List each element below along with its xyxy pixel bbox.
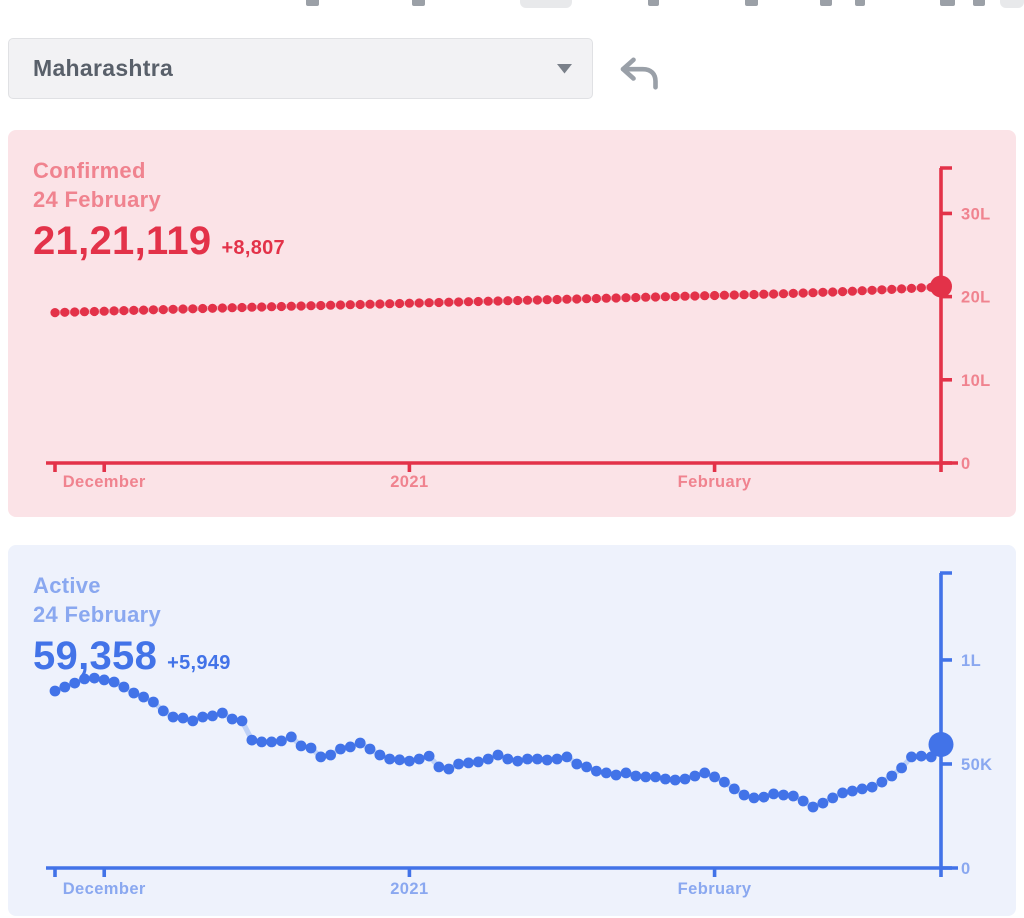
svg-text:20L: 20L	[961, 289, 991, 307]
undo-button[interactable]	[614, 48, 664, 98]
cropped-toolbar-fragment	[648, 0, 659, 6]
cropped-toolbar-fragment	[412, 0, 425, 6]
active-chart-plot[interactable]: December 2021 February 0 50K 1L	[8, 545, 1016, 916]
chevron-down-icon	[557, 63, 572, 74]
svg-text:0: 0	[961, 860, 971, 878]
cropped-toolbar-fragment	[855, 0, 865, 6]
svg-text:10L: 10L	[961, 372, 991, 390]
cropped-toolbar-fragment	[520, 0, 572, 8]
cropped-toolbar-fragment	[745, 0, 758, 6]
svg-text:December: December	[63, 880, 146, 898]
cropped-toolbar-fragment	[1000, 0, 1024, 8]
state-dropdown-value: Maharashtra	[33, 55, 174, 81]
svg-text:50K: 50K	[961, 756, 992, 774]
cropped-toolbar-fragment	[940, 0, 955, 6]
svg-text:February: February	[678, 880, 752, 898]
state-dropdown[interactable]: Maharashtra	[8, 38, 593, 99]
confirmed-chart-plot[interactable]: December 2021 February 0 10L 20L 30L	[8, 130, 1016, 517]
undo-arrow-icon	[617, 51, 661, 95]
confirmed-chart-card: Confirmed 24 February 21,21,119 +8,807 D…	[8, 130, 1016, 517]
svg-text:2021: 2021	[390, 880, 428, 898]
svg-text:December: December	[63, 473, 146, 491]
svg-text:February: February	[678, 473, 752, 491]
svg-text:0: 0	[961, 455, 971, 473]
svg-text:30L: 30L	[961, 205, 991, 223]
svg-text:1L: 1L	[961, 652, 981, 670]
active-chart-card: Active 24 February 59,358 +5,949 Decembe…	[8, 545, 1016, 916]
cropped-toolbar-fragment	[306, 0, 319, 6]
svg-text:2021: 2021	[390, 473, 428, 491]
cropped-toolbar-fragment	[820, 0, 832, 6]
cropped-toolbar-fragment	[973, 0, 985, 6]
